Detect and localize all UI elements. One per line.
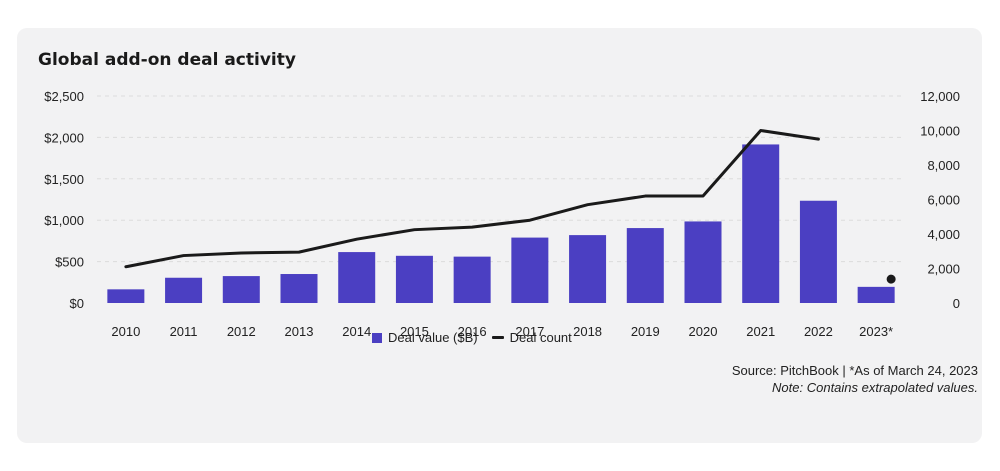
x-tick-label: 2010 xyxy=(111,324,140,339)
y-left-tick-label: $1,500 xyxy=(44,172,84,187)
legend-label-deal-count: Deal count xyxy=(509,330,572,345)
bar-2015 xyxy=(395,255,433,303)
bar-2014 xyxy=(338,252,376,303)
bar-2012 xyxy=(222,276,260,303)
y-right-tick-label: 12,000 xyxy=(920,89,960,104)
legend-swatch-bar xyxy=(372,332,382,343)
y-left-tick-label: $2,000 xyxy=(44,130,84,145)
x-tick-label: 2015 xyxy=(400,324,429,339)
x-tick-label: 2023* xyxy=(859,324,893,339)
x-tick-label: 2013 xyxy=(285,324,314,339)
note-text: Note: Contains extrapolated values. xyxy=(772,380,978,395)
x-tick-label: 2012 xyxy=(227,324,256,339)
y-left-tick-label: $2,500 xyxy=(44,89,84,104)
y-right-tick-label: 10,000 xyxy=(920,124,960,139)
legend-label-deal-value: Deal value ($B) xyxy=(388,330,478,345)
bar-2013 xyxy=(280,274,318,303)
chart-title: Global add-on deal activity xyxy=(38,50,296,70)
y-left-tick-label: $500 xyxy=(55,255,84,270)
bar-2023* xyxy=(857,286,895,303)
x-tick-label: 2016 xyxy=(458,324,487,339)
x-tick-label: 2014 xyxy=(342,324,371,339)
source-text: Source: PitchBook | *As of March 24, 202… xyxy=(731,363,978,378)
source-note: Source: PitchBook | *As of March 24, 202… xyxy=(732,362,978,396)
y-right-tick-label: 6,000 xyxy=(927,193,960,208)
deal-count-line xyxy=(124,129,820,269)
bar-2017 xyxy=(511,237,549,303)
x-tick-label: 2017 xyxy=(515,324,544,339)
y-left-tick-label: $0 xyxy=(70,296,84,311)
x-tick-label: 2022 xyxy=(804,324,833,339)
x-tick-label: 2020 xyxy=(689,324,718,339)
bar-2022 xyxy=(799,200,837,303)
bar-2010 xyxy=(107,289,145,303)
bar-2018 xyxy=(569,235,607,303)
bar-2016 xyxy=(453,256,491,303)
chart-legend: Deal value ($B) Deal count xyxy=(372,330,586,345)
deal-count-point-2023* xyxy=(886,274,896,284)
bar-2021 xyxy=(742,144,780,303)
bar-2011 xyxy=(165,277,203,303)
legend-item-deal-count: Deal count xyxy=(491,330,572,345)
y-right-tick-label: 4,000 xyxy=(927,227,960,242)
y-left-tick-label: $1,000 xyxy=(44,213,84,228)
legend-swatch-line xyxy=(491,336,504,339)
x-tick-label: 2019 xyxy=(631,324,660,339)
x-tick-label: 2011 xyxy=(170,324,198,339)
x-tick-label: 2021 xyxy=(746,324,775,339)
y-right-tick-label: 2,000 xyxy=(927,262,960,277)
x-tick-label: 2018 xyxy=(573,324,602,339)
y-right-tick-label: 0 xyxy=(953,296,960,311)
bar-2019 xyxy=(626,228,664,303)
legend-item-deal-value: Deal value ($B) xyxy=(372,330,478,345)
y-right-tick-label: 8,000 xyxy=(927,158,960,173)
bar-2020 xyxy=(684,221,722,303)
